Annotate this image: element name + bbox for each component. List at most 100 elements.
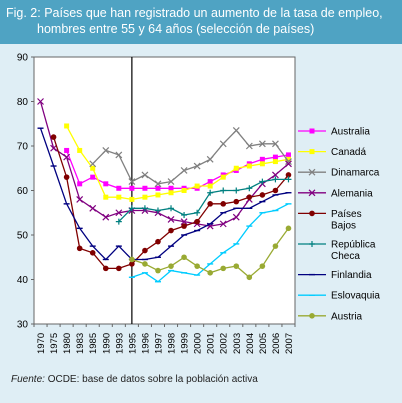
legend-marker xyxy=(309,128,315,134)
legend-marker xyxy=(309,149,315,155)
data-point xyxy=(89,250,96,256)
data-point xyxy=(77,181,83,187)
data-point xyxy=(102,213,110,221)
x-tick-label: 1985 xyxy=(88,333,99,354)
data-point xyxy=(89,204,97,212)
data-point xyxy=(285,176,292,183)
legend-entry: Dinamarca xyxy=(298,168,380,179)
data-point xyxy=(90,174,96,180)
series xyxy=(50,134,292,272)
x-tick-label: 1970 xyxy=(36,333,47,354)
data-point xyxy=(232,127,240,134)
legend-entry: Finlandia xyxy=(298,270,372,281)
y-tick-label: 90 xyxy=(17,53,29,64)
data-point xyxy=(129,196,135,202)
data-point xyxy=(116,194,122,200)
x-tick-label: 1998 xyxy=(167,333,178,354)
data-point xyxy=(272,140,279,148)
data-point xyxy=(194,218,200,225)
y-tick-label: 50 xyxy=(17,231,29,242)
legend-label: República xyxy=(331,240,376,251)
data-point xyxy=(220,201,227,207)
data-point xyxy=(181,254,187,261)
data-point xyxy=(155,238,161,245)
data-point xyxy=(155,185,161,191)
data-point xyxy=(258,140,266,148)
series xyxy=(89,127,292,188)
data-point xyxy=(63,153,71,161)
data-point xyxy=(37,98,44,105)
data-point xyxy=(168,190,174,196)
legend-marker xyxy=(309,210,315,217)
x-tick-label: 1997 xyxy=(153,333,164,354)
data-point xyxy=(285,172,292,178)
y-tick-label: 40 xyxy=(17,275,29,286)
series xyxy=(64,123,291,202)
data-point xyxy=(272,176,279,183)
data-point xyxy=(285,158,292,165)
source-text: OCDE: base de datos sobre la población a… xyxy=(44,374,258,385)
data-point xyxy=(102,147,110,154)
data-point xyxy=(259,156,265,162)
data-point xyxy=(115,209,123,217)
series xyxy=(115,176,292,225)
data-point xyxy=(181,211,188,218)
data-point xyxy=(115,151,123,159)
data-point xyxy=(233,187,240,194)
data-point xyxy=(168,227,174,234)
data-point xyxy=(285,225,292,232)
data-point xyxy=(89,160,97,168)
data-point xyxy=(128,178,136,186)
y-tick-label: 30 xyxy=(17,320,29,331)
data-point xyxy=(155,267,161,274)
data-point xyxy=(233,165,239,171)
data-point xyxy=(141,205,148,212)
data-point xyxy=(246,194,253,200)
data-point xyxy=(142,185,148,191)
data-point xyxy=(154,180,162,188)
data-point xyxy=(259,178,266,185)
data-point xyxy=(103,194,109,200)
data-point xyxy=(103,181,109,187)
data-point xyxy=(76,195,84,203)
data-point xyxy=(285,160,292,168)
legend-label: Alemania xyxy=(331,188,373,199)
data-point xyxy=(285,156,291,162)
legend-label: Australia xyxy=(331,127,370,138)
data-point xyxy=(272,159,278,165)
x-tick-label: 1975 xyxy=(49,333,60,354)
data-point xyxy=(116,185,122,191)
data-point xyxy=(246,185,253,192)
chart-title-line-2: hombres entre 55 y 64 años (selección de… xyxy=(37,22,315,36)
data-point xyxy=(167,216,175,223)
legend-label: Austria xyxy=(331,311,363,322)
data-point xyxy=(116,265,122,272)
data-point xyxy=(168,263,174,269)
x-tick-label: 2006 xyxy=(271,333,282,354)
legend-label: Bajos xyxy=(331,220,356,231)
data-point xyxy=(76,245,83,252)
data-point xyxy=(272,154,278,160)
x-tick-label: 1999 xyxy=(180,333,191,354)
data-point xyxy=(207,201,213,207)
series xyxy=(128,203,292,283)
data-point xyxy=(154,207,161,214)
x-tick-label: 1983 xyxy=(75,333,86,354)
data-point xyxy=(206,155,214,163)
legend-entry: Alemania xyxy=(298,188,373,199)
data-point xyxy=(220,265,227,272)
x-tick-label: 2004 xyxy=(245,333,256,354)
data-point xyxy=(207,270,213,276)
data-point xyxy=(142,247,148,254)
source-note: Fuente: OCDE: base de datos sobre la pob… xyxy=(11,374,258,385)
data-point xyxy=(63,174,70,180)
series xyxy=(129,225,292,281)
y-tick-label: 60 xyxy=(17,186,29,197)
series xyxy=(37,98,292,230)
data-point xyxy=(246,163,252,169)
data-point xyxy=(64,123,70,129)
data-point xyxy=(194,263,200,269)
